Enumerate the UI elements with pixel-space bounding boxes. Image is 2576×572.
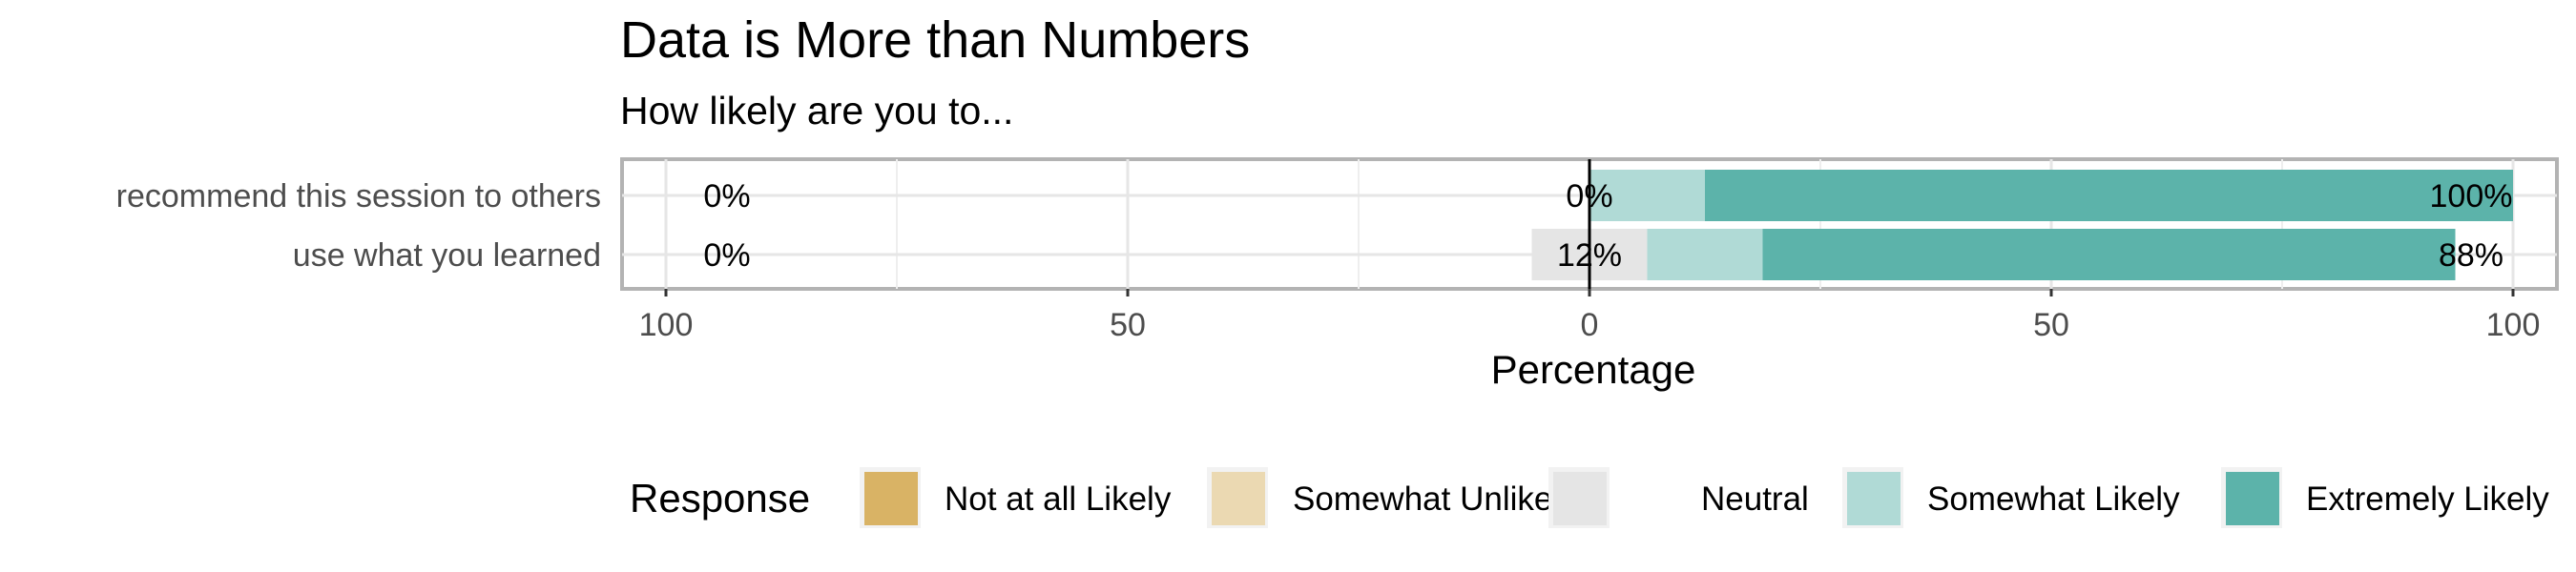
legend-label: Not at all Likely (945, 480, 1172, 518)
x-tick-label: 50 (1110, 307, 1146, 343)
category-label: use what you learned (293, 237, 601, 274)
legend-swatch (1847, 472, 1901, 525)
legend-label: Somewhat Unlikely (1293, 480, 1577, 518)
right-percent-label: 100% (2430, 178, 2513, 214)
x-tick-label: 0 (1581, 307, 1599, 343)
category-label: recommend this session to others (116, 178, 601, 214)
legend: Response Not at all Likely Somewhat Unlik… (630, 467, 2549, 528)
left-percent-label: 0% (703, 178, 750, 214)
legend-swatch (1212, 472, 1265, 525)
legend-label: Neutral (1701, 480, 1809, 518)
legend-swatch (1553, 472, 1607, 525)
legend-swatch (864, 472, 918, 525)
x-tick-label: 50 (2033, 307, 2069, 343)
x-tick-label: 100 (639, 307, 694, 343)
left-percent-label: 0% (703, 237, 750, 274)
center-percent-label: 12% (1557, 237, 1622, 274)
bar-segment (1705, 170, 2513, 221)
bar-segment (1647, 229, 1763, 280)
x-axis-label: Percentage (1491, 347, 1696, 392)
x-axis-ticks: 100 50 0 50 100 (639, 289, 2541, 343)
chart-title: Data is More than Numbers (620, 11, 1250, 69)
chart-subtitle: How likely are you to... (620, 89, 1013, 133)
bar-segment (1762, 229, 2456, 280)
data-labels: 0% 0% 100% 0% 12% 88% (703, 178, 2512, 274)
center-percent-label: 0% (1566, 178, 1612, 214)
legend-title: Response (630, 476, 810, 521)
legend-swatch (2226, 472, 2279, 525)
right-percent-label: 88% (2439, 237, 2503, 274)
category-labels: recommend this session to others use what… (116, 178, 601, 274)
legend-label: Somewhat Likely (1927, 480, 2180, 518)
x-tick-label: 100 (2486, 307, 2541, 343)
legend-label: Extremely Likely (2306, 480, 2549, 518)
bar-segment (1589, 170, 1705, 221)
